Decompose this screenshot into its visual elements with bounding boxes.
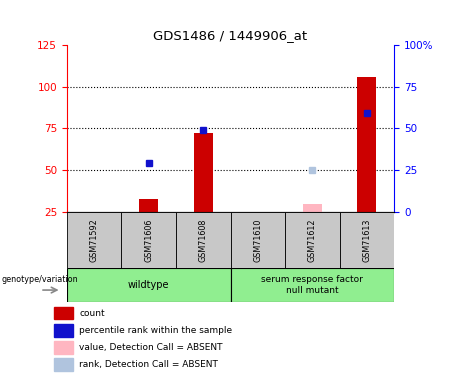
Bar — [176, 212, 230, 268]
Bar — [230, 212, 285, 268]
Text: percentile rank within the sample: percentile rank within the sample — [79, 326, 232, 334]
Text: GSM71612: GSM71612 — [308, 218, 317, 262]
Bar — [54, 324, 73, 336]
Text: GSM71610: GSM71610 — [253, 218, 262, 262]
Bar — [54, 307, 73, 320]
Bar — [285, 212, 340, 268]
Text: count: count — [79, 309, 105, 318]
Bar — [303, 204, 322, 212]
Bar — [54, 341, 73, 354]
Bar — [121, 212, 176, 268]
Text: GSM71606: GSM71606 — [144, 218, 153, 262]
Bar — [230, 268, 394, 302]
Bar — [67, 268, 230, 302]
Text: genotype/variation: genotype/variation — [1, 275, 78, 284]
Text: wildtype: wildtype — [128, 280, 170, 290]
Text: serum response factor
null mutant: serum response factor null mutant — [261, 275, 363, 295]
Text: value, Detection Call = ABSENT: value, Detection Call = ABSENT — [79, 343, 223, 352]
Text: rank, Detection Call = ABSENT: rank, Detection Call = ABSENT — [79, 360, 218, 369]
Bar — [340, 212, 394, 268]
Text: GSM71608: GSM71608 — [199, 218, 208, 262]
Bar — [67, 212, 121, 268]
Text: GSM71613: GSM71613 — [362, 218, 372, 262]
Text: GSM71592: GSM71592 — [89, 218, 99, 262]
Bar — [194, 134, 213, 212]
Bar — [357, 77, 377, 212]
Bar — [54, 358, 73, 371]
Bar — [139, 198, 158, 212]
Title: GDS1486 / 1449906_at: GDS1486 / 1449906_at — [154, 30, 307, 42]
